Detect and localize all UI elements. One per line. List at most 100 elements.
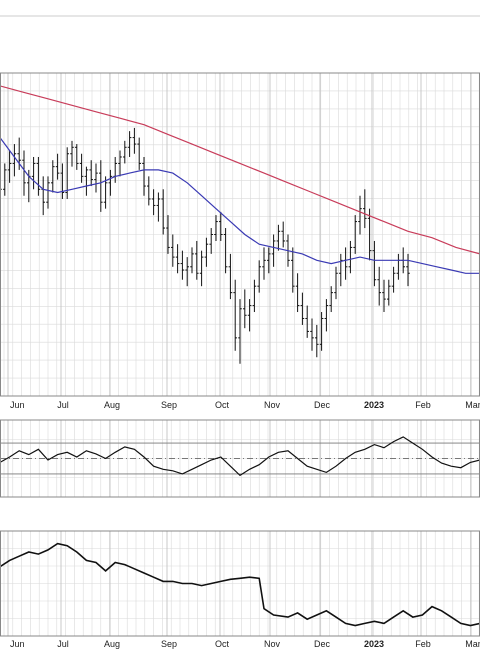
- ohlc-bar: [31, 156, 36, 190]
- ohlc-bar: [195, 240, 199, 280]
- ohlc-bar: [267, 247, 271, 274]
- x-tick-label: Jun: [10, 400, 25, 410]
- ohlc-bar: [281, 221, 285, 248]
- ohlc-bar: [214, 215, 218, 241]
- ohlc-bar: [233, 279, 237, 351]
- ohlc-bar: [396, 253, 401, 280]
- ohlc-bar: [7, 150, 12, 183]
- ohlc-bar: [99, 160, 103, 212]
- x-tick-label: Dec: [314, 400, 331, 410]
- ohlc-bar: [353, 215, 357, 254]
- relative-strength-x-axis-labels: Jun Jul Aug Sep Oct Nov Dec 2023 Feb Mar: [10, 639, 480, 649]
- x-tick-label: 2023: [364, 639, 384, 649]
- ohlc-bar: [127, 131, 132, 157]
- relative-strength-panel: Jun Jul Aug Sep Oct Nov Dec 2023 Feb Mar: [0, 530, 480, 649]
- x-tick-label: Oct: [215, 639, 230, 649]
- x-tick-label: Aug: [104, 400, 120, 410]
- ohlc-bar: [51, 160, 55, 193]
- ohlc-bar: [223, 228, 228, 274]
- ohlc-bar: [247, 299, 252, 332]
- ohlc-bar: [238, 299, 242, 364]
- x-tick-label: Aug: [104, 639, 120, 649]
- x-tick-label: Oct: [215, 400, 230, 410]
- ohlc-bar: [300, 292, 305, 325]
- ohlc-bar: [319, 312, 324, 351]
- ohlc-bar: [377, 266, 381, 306]
- ohlc-bar: [363, 189, 367, 229]
- ohlc-bar: [305, 305, 309, 338]
- ohlc-bar: [372, 240, 377, 287]
- ohlc-bar: [329, 286, 333, 313]
- ohlc-bar: [3, 163, 7, 196]
- ohlc-bar: [55, 153, 60, 180]
- x-tick-label: Jul: [57, 639, 69, 649]
- ohlc-bar: [271, 234, 276, 267]
- ohlc-bar: [103, 176, 108, 209]
- ohlc-bar: [84, 166, 89, 196]
- ohlc-bar: [156, 192, 161, 222]
- ohlc-bar: [166, 215, 170, 254]
- ohlc-bar: [132, 127, 137, 154]
- x-tick-label: Mar: [465, 639, 480, 649]
- x-tick-label: 2023: [364, 400, 384, 410]
- ohlc-bar: [151, 189, 156, 216]
- ohlc-bar: [339, 253, 343, 287]
- ohlc-bar: [60, 163, 65, 199]
- ohlc-bar: [295, 273, 300, 313]
- ohlc-bar: [108, 169, 113, 196]
- price-x-axis-labels: Jun Jul Aug Sep Oct Nov Dec 2023 Feb Mar: [10, 400, 480, 410]
- ma-50-line: [0, 137, 480, 274]
- ohlc-bar: [137, 137, 141, 170]
- ohlc-bar: [291, 247, 295, 293]
- ohlc-bar: [387, 279, 391, 306]
- ohlc-bar: [36, 156, 41, 196]
- oscillator-reference-lines: [0, 442, 480, 475]
- ohlc-bar: [89, 160, 93, 187]
- ohlc-bar: [180, 250, 185, 280]
- ohlc-bar: [334, 266, 338, 300]
- ohlc-bar: [118, 150, 122, 177]
- relative-strength-line: [0, 542, 480, 627]
- ohlc-bar: [367, 208, 372, 261]
- ohlc-bar: [75, 144, 79, 170]
- ohlc-bar: [17, 137, 21, 170]
- oscillator-line: [0, 436, 480, 477]
- ohlc-bar: [348, 240, 353, 274]
- x-tick-label: Sep: [161, 639, 177, 649]
- ohlc-bar: [199, 250, 204, 287]
- ohlc-bar: [243, 289, 247, 329]
- price-grid: [0, 73, 480, 396]
- ohlc-bar: [382, 279, 386, 313]
- ohlc-bar: [219, 211, 223, 241]
- x-tick-label: Mar: [465, 400, 480, 410]
- x-tick-label: Dec: [314, 639, 331, 649]
- price-bars: [0, 127, 410, 364]
- ohlc-bar: [171, 234, 175, 267]
- x-tick-label: Jul: [57, 400, 69, 410]
- ohlc-bar: [123, 140, 127, 164]
- relative-strength-grid: [0, 531, 480, 636]
- ohlc-bar: [262, 247, 266, 280]
- ohlc-bar: [190, 247, 194, 274]
- ohlc-bar: [41, 176, 45, 216]
- ohlc-bar: [204, 237, 209, 267]
- ohlc-bar: [185, 257, 189, 287]
- ohlc-bar: [94, 163, 98, 193]
- x-tick-label: Nov: [264, 639, 281, 649]
- ohlc-bar: [22, 150, 26, 196]
- ohlc-bar: [12, 144, 17, 177]
- ohlc-bar: [113, 156, 117, 183]
- ohlc-bar: [391, 266, 396, 293]
- ohlc-bar: [276, 224, 281, 251]
- ohlc-bar: [142, 156, 146, 196]
- ohlc-bar: [310, 318, 314, 351]
- ohlc-bar: [228, 253, 233, 300]
- x-tick-label: Jun: [10, 639, 25, 649]
- x-tick-label: Feb: [415, 400, 431, 410]
- ohlc-bar: [315, 324, 319, 358]
- ohlc-bar: [161, 189, 165, 235]
- ohlc-bar: [209, 228, 213, 254]
- ohlc-bar: [257, 260, 261, 293]
- ohlc-bar: [358, 195, 362, 235]
- ohlc-bar: [79, 153, 84, 183]
